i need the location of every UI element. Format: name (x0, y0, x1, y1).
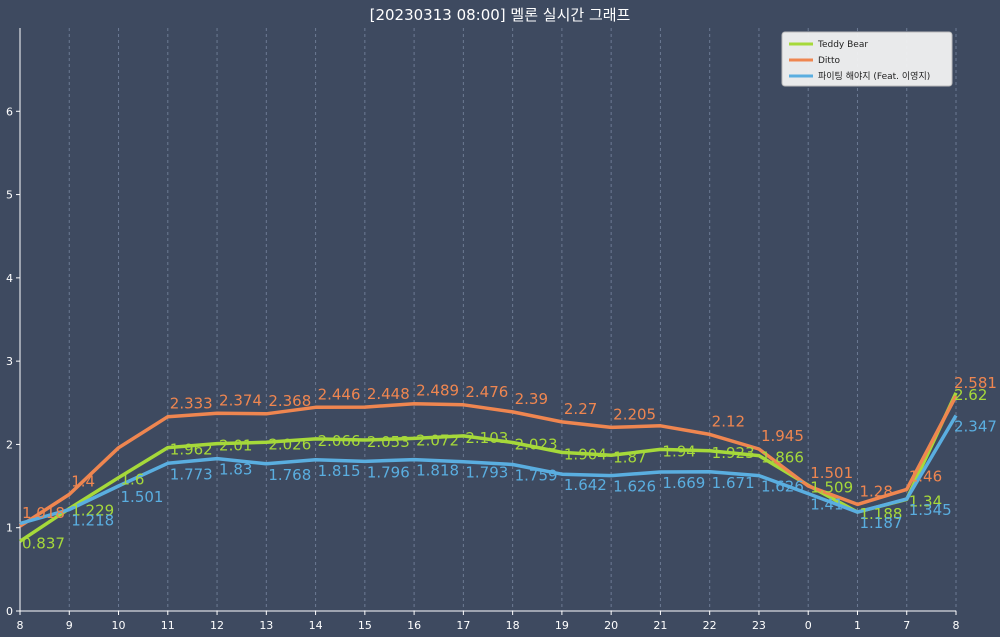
data-label: 2.374 (219, 391, 262, 409)
data-label: 1.793 (465, 464, 508, 482)
data-label: 2.476 (465, 383, 508, 401)
data-label: 1.773 (170, 465, 213, 483)
data-label: 2.333 (170, 395, 213, 413)
data-label: 2.066 (318, 432, 361, 450)
data-label: 2.39 (515, 390, 548, 408)
data-label: 2.023 (515, 436, 558, 454)
y-tick-label: 3 (6, 355, 13, 368)
x-tick-label: 23 (752, 619, 766, 632)
data-label: 1.815 (318, 462, 361, 480)
x-tick-label: 13 (259, 619, 273, 632)
data-label: 1.28 (859, 482, 892, 500)
x-tick-label: 12 (210, 619, 224, 632)
data-label: 0.837 (22, 534, 65, 552)
data-label: 1.923 (712, 444, 755, 462)
data-label: 1.4 (71, 472, 95, 490)
x-tick-label: 11 (161, 619, 175, 632)
x-tick-label: 1 (854, 619, 861, 632)
data-label: 1.768 (268, 466, 311, 484)
legend-label: Ditto (818, 56, 840, 66)
y-tick-label: 6 (6, 105, 13, 118)
x-tick-label: 17 (456, 619, 470, 632)
legend-label: 파이팅 해야지 (Feat. 이영지) (818, 71, 930, 82)
x-tick-label: 7 (903, 619, 910, 632)
data-label: 2.62 (954, 386, 987, 404)
data-label: 1.866 (761, 449, 804, 467)
data-label: 1.945 (761, 427, 804, 445)
data-label: 1.671 (712, 474, 755, 492)
data-label: 1.962 (170, 441, 213, 459)
x-tick-label: 8 (17, 619, 24, 632)
data-label: 1.34 (909, 492, 942, 510)
x-tick-label: 10 (112, 619, 126, 632)
data-label: 2.053 (367, 433, 410, 451)
data-label: 1.796 (367, 463, 410, 481)
legend: Teddy Bear Ditto 파이팅 해야지 (Feat. 이영지) (781, 31, 953, 87)
series-line (19, 414, 958, 526)
data-label: 1.187 (859, 514, 902, 532)
chart-title: [20230313 08:00] 멜론 실시간 그래프 (369, 6, 631, 24)
data-label: 1.501 (810, 464, 853, 482)
x-tick-label: 16 (407, 619, 421, 632)
data-label: 1.94 (662, 442, 695, 460)
x-tick-label: 8 (953, 619, 960, 632)
data-label: 1.218 (71, 512, 114, 530)
data-label: 1.345 (909, 501, 952, 519)
data-label: 2.368 (268, 392, 311, 410)
data-label: 1.46 (909, 467, 942, 485)
x-tick-label: 14 (309, 619, 323, 632)
data-label: 2.103 (465, 429, 508, 447)
data-label: 1.018 (22, 504, 65, 522)
data-label: 1.626 (613, 478, 656, 496)
data-label: 1.188 (859, 505, 902, 523)
y-tick-label: 1 (6, 522, 13, 535)
y-tick-label: 4 (6, 272, 13, 285)
x-tick-label: 19 (555, 619, 569, 632)
data-label: 2.446 (318, 385, 361, 403)
data-label: 1.83 (219, 461, 252, 479)
x-tick-label: 21 (653, 619, 667, 632)
data-label: 1.229 (71, 502, 114, 520)
data-label: 2.01 (219, 437, 252, 455)
y-tick-label: 5 (6, 189, 13, 202)
data-label: 1.642 (564, 476, 607, 494)
data-label: 1.41 (810, 496, 843, 514)
data-label: 1.6 (121, 471, 145, 489)
data-label: 2.489 (416, 382, 459, 400)
y-tick-label: 0 (6, 605, 13, 618)
x-tick-label: 15 (358, 619, 372, 632)
data-label: 2.347 (954, 418, 997, 436)
legend-box (781, 31, 953, 87)
data-label: 1.904 (564, 445, 607, 463)
data-label: 1.759 (515, 467, 558, 485)
data-label: 2.448 (367, 385, 410, 403)
x-tick-label: 9 (66, 619, 73, 632)
y-tick-label: 2 (6, 438, 13, 451)
legend-label: Teddy Bear (817, 40, 868, 50)
data-label: 1.669 (662, 474, 705, 492)
x-tick-label: 18 (506, 619, 520, 632)
data-label: 2.072 (416, 431, 459, 449)
series-line (19, 395, 958, 528)
data-label: 2.12 (712, 412, 745, 430)
x-tick-label: 22 (703, 619, 717, 632)
x-tick-label: 0 (805, 619, 812, 632)
data-label: 2.581 (954, 374, 997, 392)
data-label: 2.205 (613, 405, 656, 423)
data-label: 2.27 (564, 400, 597, 418)
data-label: 1.87 (613, 448, 646, 466)
data-label: 1.501 (121, 488, 164, 506)
data-label: 1.818 (416, 462, 459, 480)
data-label: 2.026 (268, 435, 311, 453)
data-label: 1.626 (761, 478, 804, 496)
data-label: 1.509 (810, 478, 853, 496)
x-tick-label: 20 (604, 619, 618, 632)
